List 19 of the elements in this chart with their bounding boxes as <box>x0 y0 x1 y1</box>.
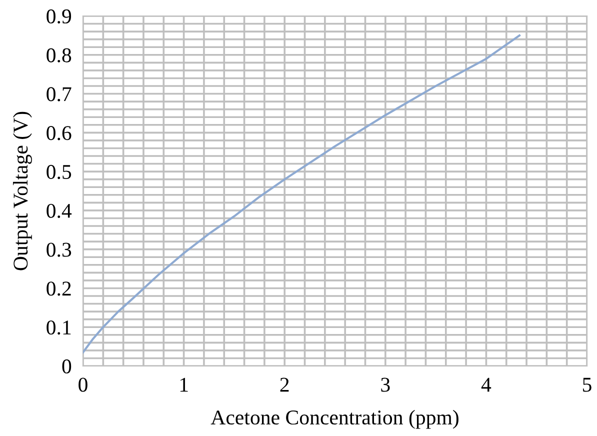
x-axis-title: Acetone Concentration (ppm) <box>210 410 458 429</box>
y-tick-label: 0.2 <box>46 282 71 296</box>
x-tick-label: 0 <box>78 378 88 392</box>
y-tick-label: 0.7 <box>46 87 72 102</box>
y-tick-label: 0.5 <box>46 164 72 180</box>
y-tick-label: 0.4 <box>46 204 72 218</box>
y-tick-label: 0.6 <box>46 126 72 140</box>
x-tick-label: 5 <box>583 378 592 392</box>
y-tick-label: 0 <box>62 359 72 374</box>
line-series <box>83 34 521 354</box>
y-tick-label: 0.9 <box>46 9 72 24</box>
y-tick-label: 0.1 <box>46 320 71 335</box>
x-tick-label: 3 <box>381 378 390 392</box>
y-tick-label: 0.8 <box>46 48 72 62</box>
x-tick-label: 1 <box>180 378 188 392</box>
x-tick-label: 2 <box>280 378 289 392</box>
y-axis-title: Output Voltage (V) <box>13 112 32 270</box>
x-tick-label: 4 <box>481 378 492 392</box>
y-tick-label: 0.3 <box>46 242 72 257</box>
